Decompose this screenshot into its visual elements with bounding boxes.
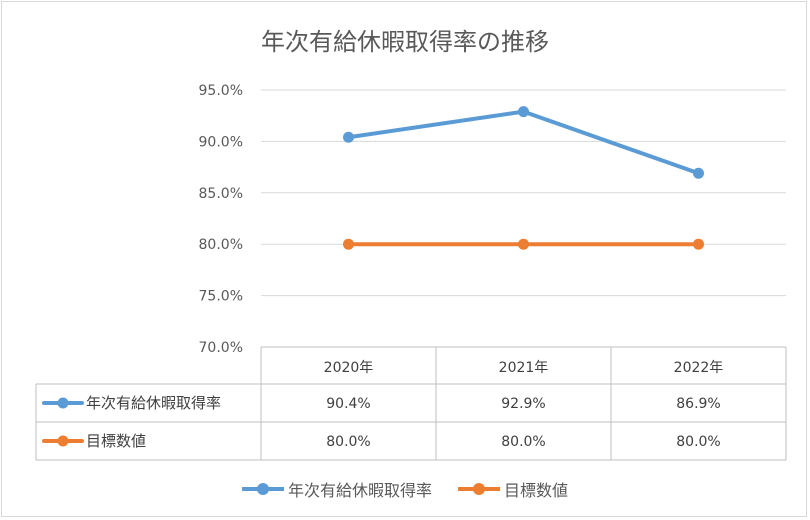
table-cell-value: 86.9% — [676, 396, 720, 412]
chart-title: 年次有給休暇取得率の推移 — [261, 28, 549, 56]
data-point — [343, 238, 354, 250]
table-row-label: 年次有給休暇取得率 — [86, 394, 221, 412]
x-category-label: 2021年 — [499, 360, 549, 376]
series-line-1 — [346, 109, 701, 176]
table-cell-value: 90.4% — [326, 396, 370, 412]
legend-item-target: 目標数値 — [458, 477, 568, 501]
legend: 年次有給休暇取得率 目標数値 — [0, 477, 810, 501]
legend-label-target: 目標数値 — [504, 481, 569, 500]
y-tick-label: 75.0% — [199, 289, 243, 305]
data-point — [693, 167, 704, 179]
y-tick-label: 95.0% — [199, 83, 243, 99]
data-point — [518, 238, 529, 250]
y-tick-label: 90.0% — [199, 134, 243, 150]
y-tick-label: 80.0% — [199, 237, 243, 253]
table-row-key-marker — [57, 435, 69, 447]
table-row-key-marker — [57, 397, 69, 409]
table-cell-value: 80.0% — [501, 434, 545, 450]
data-point — [518, 106, 529, 118]
table-cell-value: 80.0% — [326, 434, 370, 450]
x-category-label: 2022年 — [674, 360, 724, 376]
table-cell-value: 92.9% — [501, 396, 545, 412]
legend-swatch-rate — [241, 483, 284, 495]
table-cell-value: 80.0% — [676, 434, 720, 450]
x-category-label: 2020年 — [324, 360, 374, 376]
data-point — [343, 131, 354, 143]
data-point — [693, 238, 704, 250]
legend-swatch-target — [458, 483, 500, 495]
legend-label-rate: 年次有給休暇取得率 — [287, 481, 432, 500]
y-tick-label: 70.0% — [199, 340, 243, 356]
table-row-label: 目標数値 — [86, 432, 146, 450]
legend-item-rate: 年次有給休暇取得率 — [241, 477, 432, 501]
y-tick-label: 85.0% — [199, 186, 243, 202]
